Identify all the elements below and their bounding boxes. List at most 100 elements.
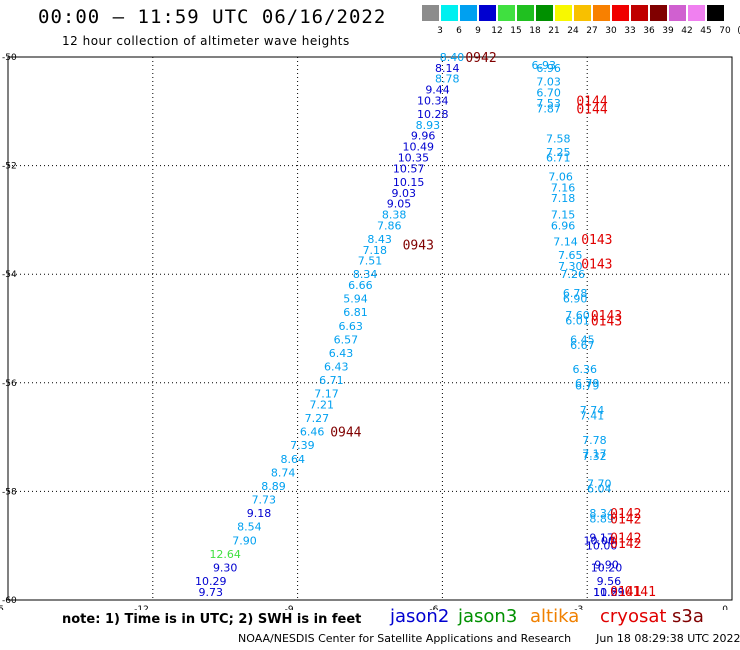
x-tick-label: -3	[574, 605, 583, 610]
swh-value: 10.34	[417, 94, 449, 107]
swh-value: 8.93	[416, 119, 441, 132]
swh-value: 10.57	[393, 162, 425, 175]
scale-swatch-18	[517, 5, 534, 21]
swh-value: 6.93	[532, 59, 557, 72]
time-label: 0142	[610, 507, 641, 522]
x-tick-label: -9	[285, 605, 294, 610]
scale-label-3: 3	[437, 26, 443, 36]
scale-label-45: 45	[700, 26, 712, 36]
swh-value: 9.17	[589, 532, 614, 545]
swh-value: 7.86	[377, 219, 402, 232]
scale-label-36: 36	[643, 26, 655, 36]
swh-value: 12.64	[209, 548, 241, 561]
swh-value: 7.27	[305, 412, 330, 425]
swh-value: 9.96	[411, 130, 436, 143]
scale-swatch-27	[574, 5, 591, 21]
swh-value: 7.39	[290, 439, 315, 452]
legend-altika: altika	[530, 606, 580, 627]
scale-label-33: 33	[624, 26, 636, 36]
scale-swatch-3	[422, 5, 439, 21]
page-subtitle: 12 hour collection of altimeter wave hei…	[62, 34, 350, 48]
credit-text: NOAA/NESDIS Center for Satellite Applica…	[238, 632, 572, 645]
legend-cryosat: cryosat	[600, 606, 667, 627]
swh-value: 10.00	[584, 534, 616, 547]
scale-label-39: 39	[662, 26, 674, 36]
legend-jason3: jason3	[458, 606, 518, 627]
time-label: 0942	[465, 51, 496, 66]
swh-value: 10.20	[591, 561, 623, 574]
y-tick-label: -58	[2, 487, 17, 497]
swh-value: 6.71	[319, 374, 344, 387]
swh-value: 7.03	[536, 75, 561, 88]
swh-value: 8.78	[435, 73, 460, 86]
swh-value: 6.79	[575, 380, 600, 393]
swh-value: 6.45	[570, 333, 595, 346]
swh-value: 9.18	[247, 507, 272, 520]
scale-label-27: 27	[586, 26, 598, 36]
scale-swatch-6	[441, 5, 458, 21]
scale-label-30: 30	[605, 26, 617, 36]
swh-value: 6.57	[334, 333, 359, 346]
time-label: 0142	[610, 532, 641, 547]
swh-value: 6.67	[570, 339, 595, 352]
swh-value: 7.16	[551, 181, 576, 194]
swh-value: 9.44	[425, 84, 450, 97]
swh-value: 7.74	[580, 404, 605, 417]
swh-value: 10.29	[195, 575, 227, 588]
x-tick-label: -12	[134, 605, 149, 610]
time-label: 0943	[403, 238, 434, 253]
scale-swatch-9	[460, 5, 477, 21]
swh-value: 7.06	[548, 170, 573, 183]
swh-value: 9.56	[597, 575, 622, 588]
swh-value: 6.66	[348, 279, 373, 292]
time-label: 0141	[625, 585, 656, 600]
y-tick-label: -52	[2, 162, 17, 172]
swh-value: 6.43	[324, 361, 349, 374]
y-tick-label: -54	[2, 270, 17, 280]
swh-value: 6.96	[551, 219, 576, 232]
swh-value: 5.94	[343, 293, 368, 306]
scale-swatch-70	[707, 5, 724, 21]
scale-label-70: 70	[719, 26, 731, 36]
swh-value: 8.14	[435, 62, 460, 75]
x-tick-label: -15	[0, 605, 4, 610]
swh-value: 7.15	[551, 208, 576, 221]
swh-value: 6.81	[343, 306, 368, 319]
swh-value: 9.30	[213, 561, 238, 574]
swh-value: 10.00	[586, 540, 618, 553]
scale-label-42: 42	[681, 26, 693, 36]
swh-value: 7.14	[553, 236, 578, 249]
time-label: 0143	[581, 233, 612, 248]
credit-timestamp: Jun 18 08:29:38 UTC 2022	[596, 632, 740, 645]
swh-value: 7.51	[358, 255, 383, 268]
scale-swatch-45	[688, 5, 705, 21]
swh-value: 6.71	[546, 151, 571, 164]
scale-label-12: 12	[491, 26, 503, 36]
scale-swatch-33	[612, 5, 629, 21]
scale-unit: (ft)	[732, 26, 740, 36]
swh-value: 6.96	[536, 62, 561, 75]
swh-value: 8.40	[440, 51, 465, 64]
swh-value: 6.63	[338, 320, 363, 333]
legend-note: note: 1) Time is in UTC; 2) SWH is in fe…	[62, 612, 362, 627]
swh-value: 9.73	[198, 586, 223, 599]
swh-value: 8.89	[589, 513, 614, 526]
scale-label-6: 6	[456, 26, 462, 36]
time-label: 0144	[576, 94, 607, 109]
swh-value: 7.60	[565, 309, 590, 322]
swh-value: 10.15	[393, 176, 425, 189]
swh-value: 10.83	[593, 586, 625, 599]
swh-value: 9.05	[387, 198, 412, 211]
time-label: 0141	[610, 585, 641, 600]
swh-value: 6.46	[300, 426, 325, 439]
swh-value: 8.54	[237, 521, 262, 534]
swh-value: 7.90	[232, 534, 257, 547]
scale-swatch-36	[631, 5, 648, 21]
swh-value: 11.29	[593, 586, 625, 599]
time-label: 0944	[330, 426, 361, 441]
y-tick-label: -50	[2, 53, 17, 63]
wave-height-map: -15-12-9-6-30-50-52-54-56-58-608.408.148…	[0, 51, 733, 610]
footer-credit: NOAA/NESDIS Center for Satellite Applica…	[238, 632, 740, 645]
swh-value: 7.25	[546, 146, 571, 159]
swh-value: 8.89	[261, 480, 286, 493]
